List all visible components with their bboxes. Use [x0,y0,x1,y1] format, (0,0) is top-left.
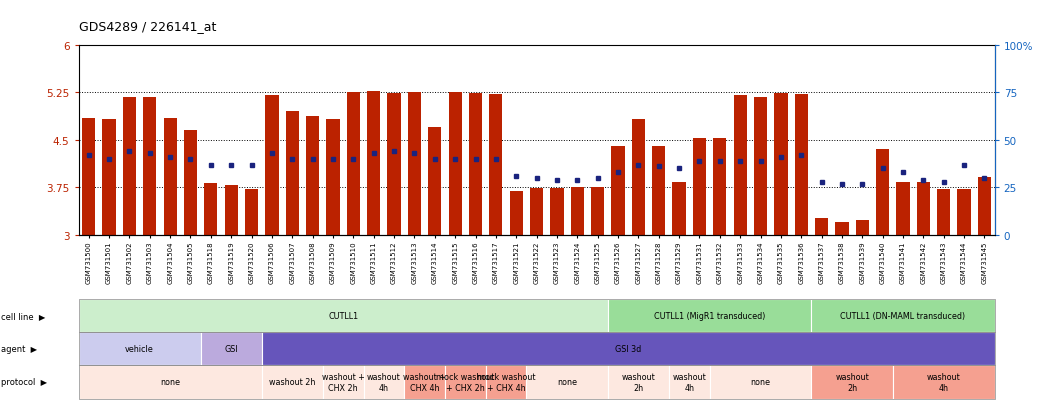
Text: washout
4h: washout 4h [672,373,706,392]
Text: protocol  ▶: protocol ▶ [1,377,47,387]
Bar [387,94,401,235]
Bar [163,118,177,235]
Bar [631,120,645,235]
Bar [245,189,259,235]
Bar [611,147,625,235]
Text: washout
2h: washout 2h [836,373,869,392]
Bar [82,118,95,235]
Bar [448,92,462,235]
Bar [204,183,218,235]
Bar [143,97,156,235]
Bar [103,120,115,235]
Bar [184,131,197,235]
Bar [754,97,767,235]
Text: CUTLL1 (DN-MAML transduced): CUTLL1 (DN-MAML transduced) [841,311,965,320]
Bar [836,223,848,235]
Bar [937,189,951,235]
Bar [367,92,380,235]
Bar [225,186,238,235]
Bar [734,96,747,235]
Text: washout
2h: washout 2h [622,373,655,392]
Text: agent  ▶: agent ▶ [1,344,38,354]
Text: CUTLL1: CUTLL1 [328,311,358,320]
Bar [510,191,522,235]
Bar [917,182,930,235]
Bar [713,139,727,235]
Bar [958,189,971,235]
Bar [672,182,686,235]
Bar [571,187,584,235]
Bar [530,189,543,235]
Text: washout +
CHX 2h: washout + CHX 2h [321,373,364,392]
Text: GSI 3d: GSI 3d [615,344,642,354]
Bar [855,220,869,235]
Text: none: none [160,377,180,387]
Text: CUTLL1 (MigR1 transduced): CUTLL1 (MigR1 transduced) [654,311,765,320]
Bar [775,94,787,235]
Text: GSI: GSI [224,344,238,354]
Text: mock washout
+ CHX 4h: mock washout + CHX 4h [476,373,535,392]
Bar [408,92,421,235]
Bar [286,112,298,235]
Bar [815,218,828,235]
Bar [652,147,665,235]
Text: cell line  ▶: cell line ▶ [1,311,45,320]
Text: washout +
CHX 4h: washout + CHX 4h [403,373,446,392]
Text: none: none [557,377,577,387]
Bar [347,92,360,235]
Bar [306,116,319,235]
Bar [489,95,503,235]
Bar [896,182,910,235]
Bar [327,120,339,235]
Bar [795,95,808,235]
Bar [122,97,136,235]
Text: washout
4h: washout 4h [927,373,961,392]
Bar [592,187,604,235]
Text: vehicle: vehicle [126,344,154,354]
Bar [876,150,889,235]
Bar [693,139,706,235]
Text: GDS4289 / 226141_at: GDS4289 / 226141_at [79,20,216,33]
Bar [978,177,992,235]
Text: none: none [751,377,771,387]
Text: washout 2h: washout 2h [269,377,315,387]
Bar [469,94,482,235]
Bar [265,95,279,235]
Bar [551,189,563,235]
Text: washout
4h: washout 4h [367,373,401,392]
Text: mock washout
+ CHX 2h: mock washout + CHX 2h [437,373,494,392]
Bar [428,128,442,235]
